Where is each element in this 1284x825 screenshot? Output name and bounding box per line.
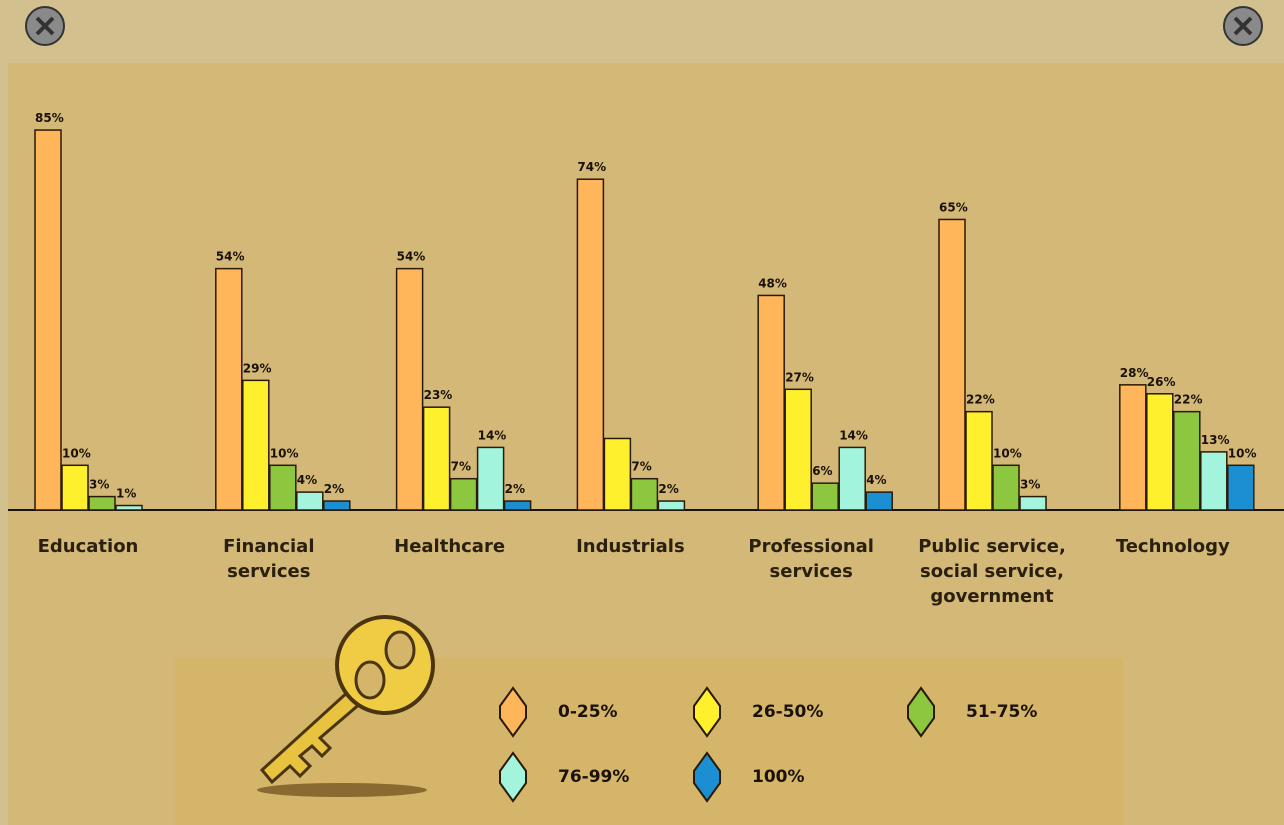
data-label: 29% (243, 361, 272, 375)
data-label: 2% (658, 482, 678, 496)
data-label: 10% (1228, 446, 1257, 460)
data-label: 13% (1201, 433, 1230, 447)
bar (576, 178, 605, 511)
data-label: 14% (839, 428, 868, 442)
bar (838, 446, 866, 511)
data-label: 1% (116, 487, 136, 501)
data-label: 48% (758, 276, 787, 290)
bar (215, 267, 243, 511)
bar (476, 446, 505, 511)
data-label: 4% (297, 473, 317, 487)
data-label: 7% (451, 460, 471, 474)
bar (965, 410, 993, 511)
bar (34, 129, 62, 511)
bar (1227, 464, 1255, 511)
data-label: 2% (505, 482, 525, 496)
bar (757, 294, 785, 511)
bar (88, 495, 116, 511)
data-label: 3% (89, 478, 109, 492)
data-label: 54% (216, 250, 245, 264)
legend-gem (693, 751, 721, 803)
legend-gem (693, 686, 721, 738)
close-button[interactable] (1223, 6, 1263, 46)
data-label: 22% (966, 393, 995, 407)
bar (630, 477, 659, 511)
bar (603, 437, 632, 511)
x-tick-label: Industrials (576, 536, 685, 557)
bar (1200, 451, 1228, 511)
legend-label: 100% (752, 767, 805, 787)
bar (657, 500, 686, 511)
data-label: 23% (424, 388, 453, 402)
data-label: 14% (478, 428, 507, 442)
data-label: 74% (577, 160, 606, 174)
data-label: 6% (812, 464, 832, 478)
data-label: 7% (631, 460, 651, 474)
data-label: 85% (35, 111, 64, 125)
data-label: 10% (993, 446, 1022, 460)
legend-gem (907, 686, 935, 738)
x-tick-label: Professional services (748, 536, 874, 582)
x-tick-label: Technology (1115, 536, 1230, 557)
legend-label: 51-75% (966, 702, 1037, 722)
bar (296, 491, 324, 511)
legend-panel (175, 658, 1123, 825)
bar (503, 500, 532, 511)
bar (1119, 384, 1147, 511)
bar (422, 406, 451, 511)
key-icon (257, 615, 435, 797)
data-label: 54% (397, 250, 426, 264)
legend-gem (499, 751, 527, 803)
bar (269, 464, 297, 511)
bar (242, 379, 270, 511)
data-label: 2% (324, 482, 344, 496)
bar (323, 500, 351, 511)
bar (61, 464, 89, 511)
data-label: 3% (1020, 478, 1040, 492)
bar (811, 482, 839, 511)
legend-gem (499, 686, 527, 738)
x-tick-label: Financial services (223, 536, 315, 582)
data-label: 28% (1120, 366, 1149, 380)
close-button[interactable] (25, 6, 65, 46)
data-label: 4% (866, 473, 886, 487)
x-tick-label: Healthcare (394, 536, 506, 557)
bar (449, 477, 478, 511)
bar (784, 388, 812, 511)
bar (395, 267, 424, 511)
bar (115, 504, 143, 511)
legend-label: 0-25% (558, 702, 618, 722)
legend-label: 26-50% (752, 702, 823, 722)
data-label: 10% (62, 446, 91, 460)
bar (1019, 495, 1047, 511)
data-label: 26% (1147, 375, 1176, 389)
data-label: 22% (1174, 393, 1203, 407)
legend-label: 76-99% (558, 767, 629, 787)
x-tick-label: Public service, social service, governme… (918, 536, 1066, 607)
bar (938, 218, 966, 511)
bar (865, 491, 893, 511)
bar (1173, 410, 1201, 511)
bar (992, 464, 1020, 511)
data-label: 10% (270, 446, 299, 460)
x-tick-label: Education (37, 536, 139, 557)
data-label: 27% (785, 370, 814, 384)
bar (1146, 393, 1174, 511)
data-label: 65% (939, 200, 968, 214)
